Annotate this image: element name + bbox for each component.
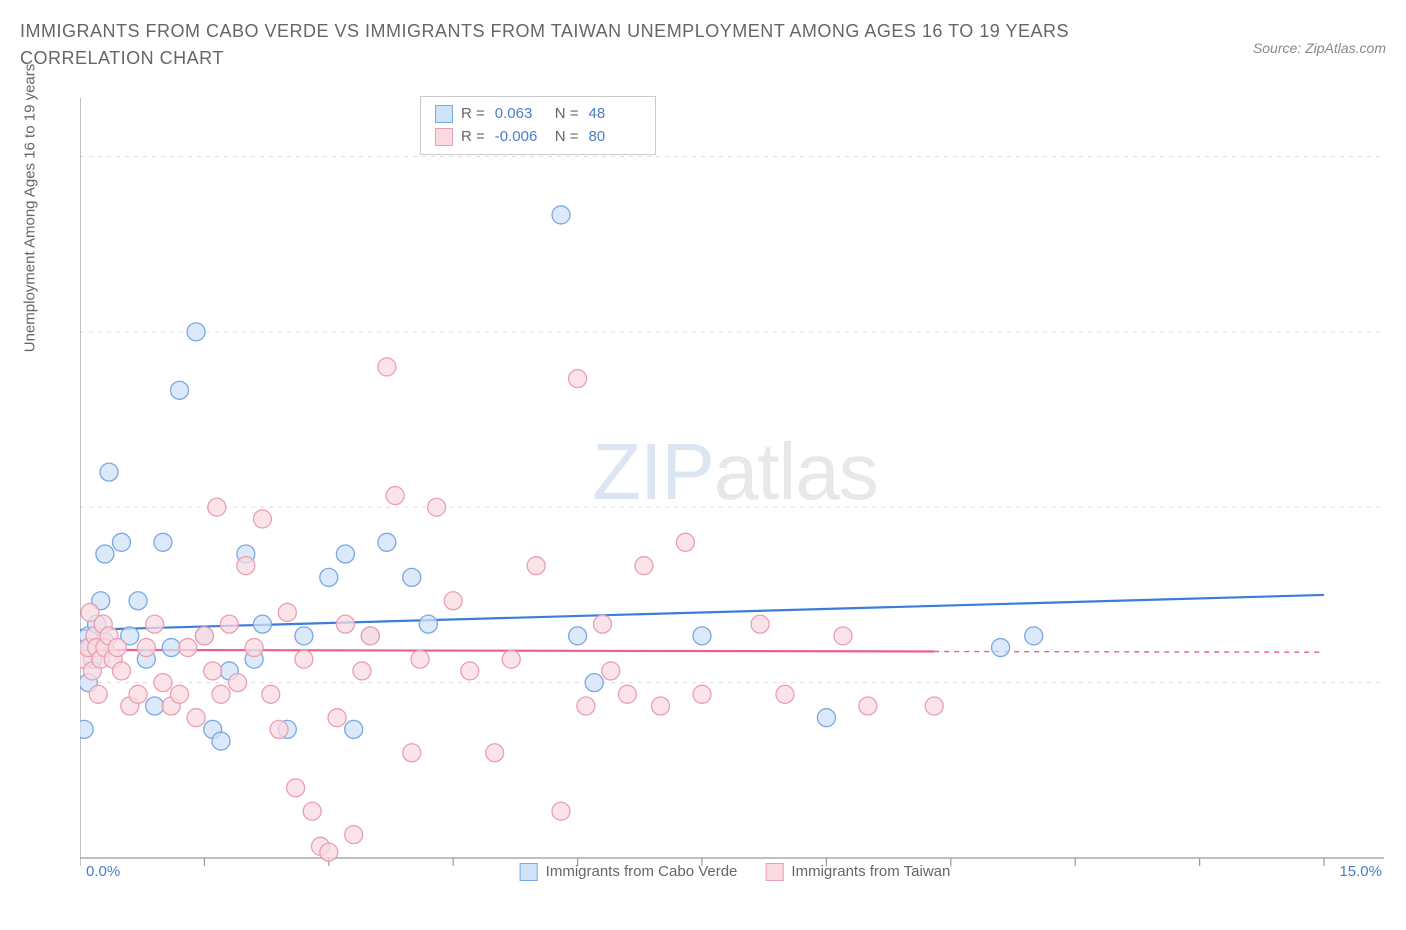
header: IMMIGRANTS FROM CABO VERDE VS IMMIGRANTS… xyxy=(0,0,1406,82)
series-legend: Immigrants from Cabo Verde Immigrants fr… xyxy=(520,863,951,881)
plot-svg xyxy=(80,98,1390,878)
n-label: N = xyxy=(555,126,579,149)
legend-item-1: Immigrants from Taiwan xyxy=(765,863,950,881)
x-axis-start-label: 0.0% xyxy=(86,863,120,880)
x-axis-end-label: 15.0% xyxy=(1339,863,1382,880)
series-1-name: Immigrants from Taiwan xyxy=(791,863,950,880)
legend-row-series-1: R = -0.006 N = 80 xyxy=(435,126,641,149)
swatch-series-0 xyxy=(435,105,453,123)
r-label: R = xyxy=(461,126,485,149)
chart-area: Unemployment Among Ages 16 to 19 years Z… xyxy=(60,98,1390,878)
swatch-series-1 xyxy=(435,128,453,146)
legend-item-0: Immigrants from Cabo Verde xyxy=(520,863,738,881)
source-attribution: Source: ZipAtlas.com xyxy=(1253,40,1386,56)
r-value-1: -0.006 xyxy=(495,126,547,149)
swatch-series-0-bottom xyxy=(520,863,538,881)
r-label: R = xyxy=(461,103,485,126)
scatter-plot: ZIPatlas R = 0.063 N = 48 R = -0.006 N =… xyxy=(80,98,1390,878)
bottom-legend: 0.0% Immigrants from Cabo Verde Immigran… xyxy=(80,863,1390,880)
series-0-name: Immigrants from Cabo Verde xyxy=(546,863,738,880)
correlation-legend: R = 0.063 N = 48 R = -0.006 N = 80 xyxy=(420,96,656,155)
n-label: N = xyxy=(555,103,579,126)
legend-row-series-0: R = 0.063 N = 48 xyxy=(435,103,641,126)
y-axis-label: Unemployment Among Ages 16 to 19 years xyxy=(22,64,39,353)
swatch-series-1-bottom xyxy=(765,863,783,881)
r-value-0: 0.063 xyxy=(495,103,547,126)
n-value-1: 80 xyxy=(589,126,641,149)
n-value-0: 48 xyxy=(589,103,641,126)
chart-title: IMMIGRANTS FROM CABO VERDE VS IMMIGRANTS… xyxy=(20,18,1120,72)
